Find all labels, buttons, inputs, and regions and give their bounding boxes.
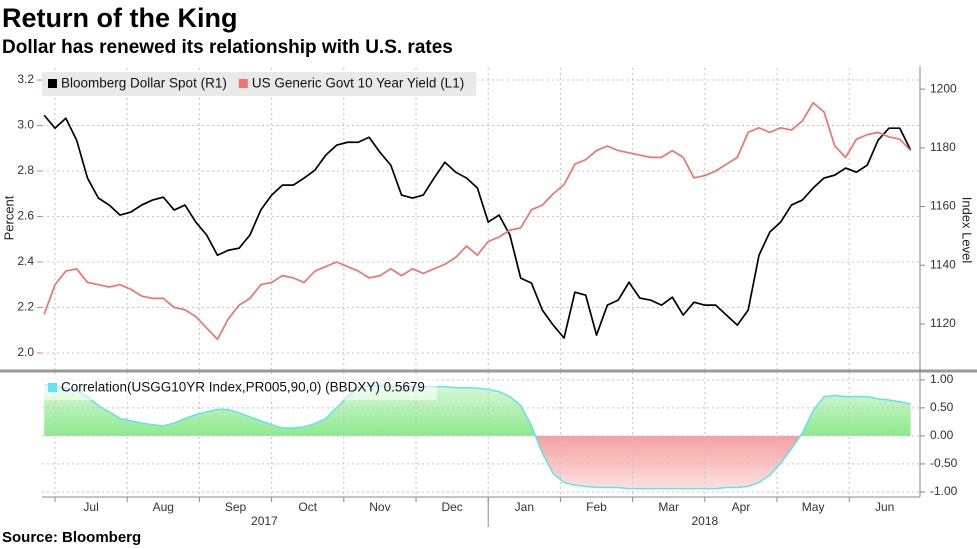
x-tick-label: Aug [153,500,174,514]
y-tick-label: 2.4 [17,254,34,268]
y-tick-label: -1.00 [930,484,958,498]
source-note: Source: Bloomberg [2,529,141,546]
x-tick-label: Jan [515,500,534,514]
legend-label: Bloomberg Dollar Spot (R1) [61,76,227,91]
legend-swatch [238,79,248,88]
chart-subtitle: Dollar has renewed its relationship with… [2,37,453,58]
x-tick-label: Nov [369,500,390,514]
y-tick-label: 3.2 [17,72,34,86]
x-tick-label: Jun [875,500,894,514]
y2-tick-label: 1200 [930,81,957,95]
y-tick-label: 3.0 [17,118,34,132]
x-tick-label: Sep [225,500,247,514]
y-tick-label: 0.00 [930,428,954,442]
y2-axis-title: Index Level [960,197,975,264]
y-tick-label: 2.6 [17,209,34,223]
year-label: 2018 [691,514,718,528]
y-tick-label: 2.8 [17,163,34,177]
legend-swatch [48,79,57,88]
series-line [44,383,911,490]
y-tick-label: 1.00 [930,372,954,386]
x-tick-label: Jul [83,500,98,514]
y2-tick-label: 1140 [930,257,956,271]
y-axis-title: Percent [1,195,16,240]
x-tick-label: Apr [732,500,751,514]
y-tick-label: -0.50 [930,456,958,470]
x-tick-label: Feb [586,500,607,514]
area-positive [44,384,911,436]
y2-tick-label: 1180 [930,140,956,154]
year-label: 2017 [251,514,278,528]
y2-tick-label: 1120 [930,316,956,330]
legend-box [42,72,477,96]
area-negative [535,435,801,489]
legend-swatch [48,383,57,392]
legend-label: US Generic Govt 10 Year Yield (L1) [252,76,464,91]
y-tick-label: 0.50 [930,400,954,414]
y2-tick-label: 1160 [930,199,956,213]
legend-label: Correlation(USGG10YR Index,PR005,90,0) (… [61,380,425,395]
legend-box [42,376,437,400]
series-line [43,114,912,339]
x-tick-label: Dec [441,500,462,514]
x-tick-label: Mar [658,500,679,514]
y-tick-label: 2.0 [17,345,34,359]
y-tick-label: 2.2 [17,300,34,314]
x-tick-label: May [802,500,825,514]
x-tick-label: Oct [298,500,317,514]
plot-layer: 2.0 2.2 2.4 2.6 2.8 3.0 3.2 1120 1140 1160 1180 120… [17,68,958,528]
chart-title: Return of the King [2,3,237,33]
series-line [43,101,912,341]
